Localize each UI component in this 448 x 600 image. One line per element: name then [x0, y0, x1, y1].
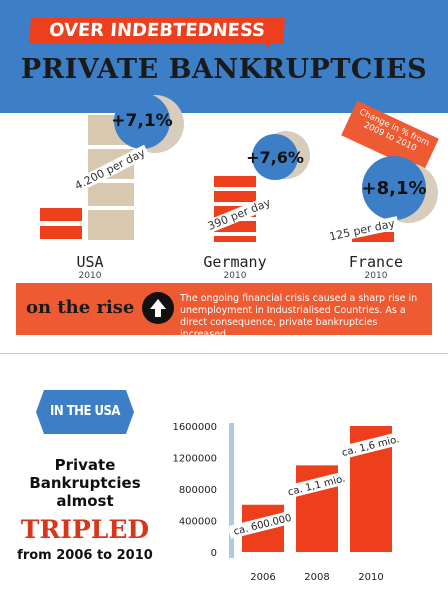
y-tick-label: 400000	[179, 517, 217, 528]
category-tag: OVER INDEBTEDNESS	[29, 18, 285, 44]
usa-ribbon	[36, 390, 134, 434]
page-title: PRIVATE BANKRUPTCIES	[20, 54, 428, 85]
usa-change-value: +7,1%	[111, 111, 173, 131]
usa-stack-block	[88, 210, 134, 240]
france-change-circle: +8,1%	[361, 156, 427, 220]
usa-line-private: Private	[54, 456, 116, 474]
country-name-germany: Germany	[203, 253, 267, 271]
usa-brick	[40, 226, 82, 239]
bar-label-band	[335, 431, 405, 461]
germany-brick	[214, 236, 256, 242]
rise-banner	[16, 283, 432, 335]
country-name-france: France	[348, 253, 404, 271]
rise-text: The ongoing financial crisis caused a sh…	[180, 293, 418, 340]
usa-brick	[40, 208, 82, 221]
country-name-usa: USA	[76, 253, 104, 271]
y-axis-line	[229, 423, 234, 558]
x-tick-label: 2010	[358, 572, 383, 583]
usa-change-circle: +7,1%	[111, 93, 173, 149]
bar-label-band	[281, 470, 351, 500]
y-tick-label: 0	[211, 548, 217, 559]
year-france: 2010	[364, 271, 388, 281]
germany-brick	[214, 221, 256, 232]
year-usa: 2010	[78, 271, 102, 281]
germany-change-circle: +7,6%	[246, 134, 304, 180]
arrow-up-glyph	[150, 299, 166, 317]
germany-brick	[214, 191, 256, 202]
section-divider	[0, 353, 448, 354]
arrow-up-icon	[142, 292, 174, 324]
year-germany: 2010	[223, 271, 247, 281]
usa-line-bankruptcies: Bankruptcies	[29, 474, 141, 492]
y-tick-label: 1200000	[172, 454, 217, 465]
usa-line-period: from 2006 to 2010	[17, 548, 153, 563]
usa-stack-block	[88, 183, 134, 206]
bar-label-band	[227, 509, 297, 539]
usa-line-almost: almost	[56, 492, 114, 510]
france-change-value: +8,1%	[361, 177, 427, 199]
x-tick-label: 2006	[250, 572, 275, 583]
germany-brick	[214, 176, 256, 187]
france-brick	[352, 232, 394, 242]
usa-ribbon-text: IN THE USA	[49, 404, 121, 419]
y-tick-label: 800000	[179, 485, 217, 496]
tag-tail	[262, 40, 270, 50]
x-tick-label: 2008	[304, 572, 329, 583]
rise-label: on the rise	[26, 297, 135, 318]
germany-change-value: +7,6%	[246, 147, 304, 167]
y-tick-label: 1600000	[172, 422, 217, 433]
tripled-word: TRIPLED	[20, 515, 150, 544]
